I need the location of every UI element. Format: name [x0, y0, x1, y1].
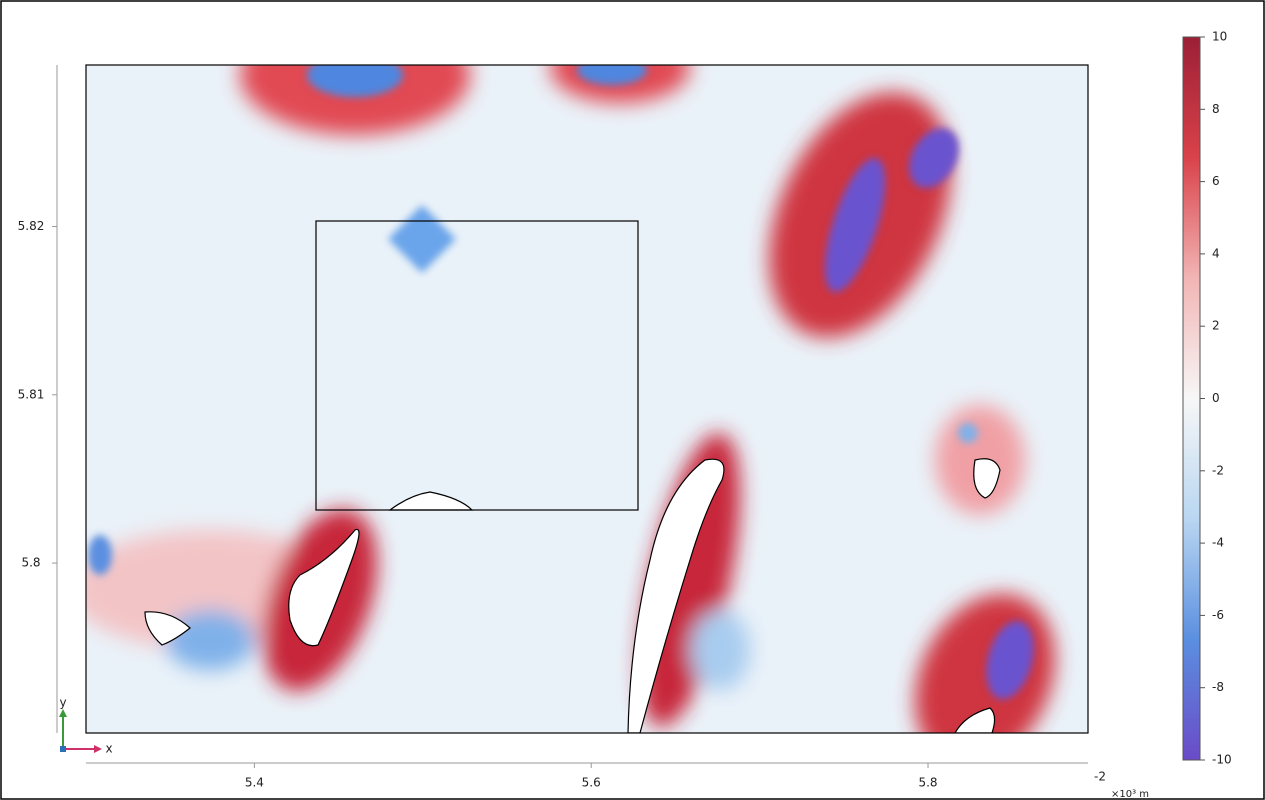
colorbar — [1182, 36, 1201, 761]
colorbar-tick-label: 6 — [1212, 174, 1220, 188]
colorbar-tick-label: -8 — [1212, 680, 1224, 694]
y-tick-label: 5.8 — [21, 556, 40, 570]
x-exponent: -2 — [1094, 770, 1106, 784]
axis-triad: y x — [59, 696, 113, 756]
colorbar-tick-label: 10 — [1212, 30, 1227, 44]
colorbar-tick-label: 4 — [1212, 246, 1220, 260]
x-tick-label: 5.4 — [245, 776, 264, 790]
colorbar-tick-label: -4 — [1212, 536, 1224, 550]
y-tick-label: 5.81 — [18, 387, 45, 401]
colorbar-tick-label: -10 — [1212, 753, 1232, 767]
x-tick-label: 5.6 — [582, 776, 601, 790]
field — [86, 65, 1088, 733]
colorbar-tick-label: -6 — [1212, 608, 1224, 622]
triad-x-label: x — [105, 742, 112, 756]
y-tick-label: 5.82 — [18, 219, 45, 233]
subdomain-box — [315, 220, 639, 511]
colorbar-tick-label: 2 — [1212, 319, 1220, 333]
x-unit: ×10³ m — [1111, 789, 1149, 800]
plot-border — [85, 64, 1089, 734]
colorbar-tick-label: 0 — [1212, 391, 1220, 405]
x-tick-label: 5.8 — [918, 776, 937, 790]
colorbar-tick-label: -2 — [1212, 463, 1224, 477]
colorbar-tick-label: 8 — [1212, 102, 1220, 116]
triad-y-label: y — [59, 696, 66, 710]
